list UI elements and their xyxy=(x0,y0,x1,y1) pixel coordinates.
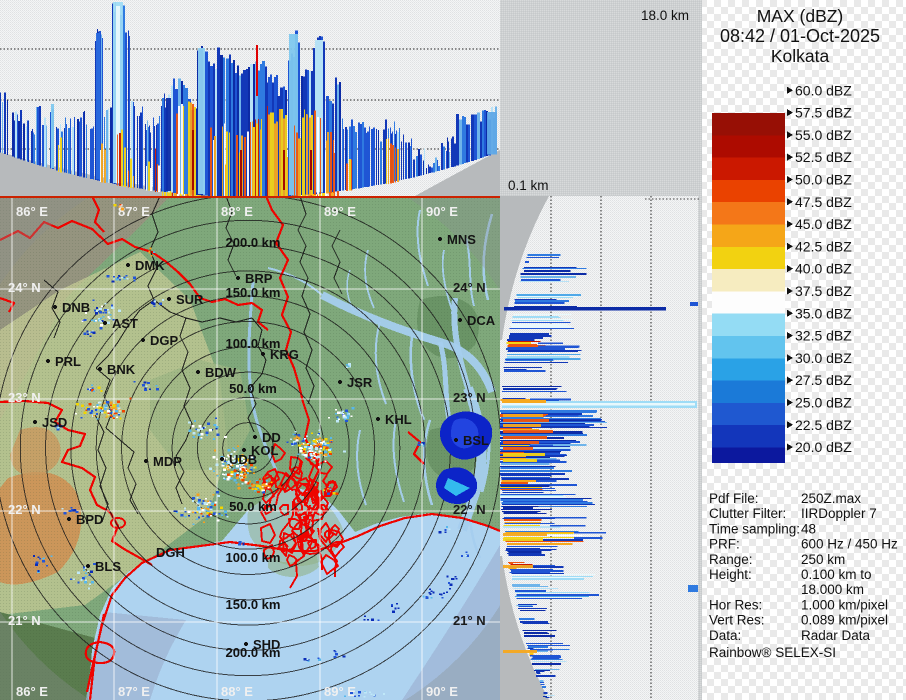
svg-text:SHD: SHD xyxy=(253,637,280,652)
svg-text:100.0 km: 100.0 km xyxy=(226,336,281,351)
svg-text:250 km: 250 km xyxy=(801,552,845,567)
svg-text:88° E: 88° E xyxy=(221,204,253,219)
svg-text:0.1 km: 0.1 km xyxy=(508,178,549,193)
svg-text:87° E: 87° E xyxy=(118,684,150,699)
svg-text:86° E: 86° E xyxy=(16,684,48,699)
svg-text:89° E: 89° E xyxy=(324,204,356,219)
svg-text:90° E: 90° E xyxy=(426,684,458,699)
svg-text:AST: AST xyxy=(112,316,138,331)
svg-text:23° N: 23° N xyxy=(453,390,486,405)
svg-text:37.5 dBZ: 37.5 dBZ xyxy=(795,283,852,299)
svg-text:600 Hz / 450 Hz: 600 Hz / 450 Hz xyxy=(801,537,898,552)
svg-text:200.0 km: 200.0 km xyxy=(226,235,281,250)
svg-text:MNS: MNS xyxy=(447,232,476,247)
svg-text:55.0 dBZ: 55.0 dBZ xyxy=(795,127,852,143)
svg-text:PRL: PRL xyxy=(55,354,81,369)
svg-text:DNB: DNB xyxy=(62,300,90,315)
svg-text:88° E: 88° E xyxy=(221,684,253,699)
svg-text:50.0 km: 50.0 km xyxy=(229,499,277,514)
svg-text:BDW: BDW xyxy=(205,365,237,380)
svg-text:BSL: BSL xyxy=(463,433,489,448)
svg-text:MDP: MDP xyxy=(153,454,182,469)
svg-text:DD: DD xyxy=(262,430,281,445)
svg-text:32.5 dBZ: 32.5 dBZ xyxy=(795,328,852,344)
svg-text:Height:: Height: xyxy=(709,567,752,582)
svg-text:0.089 km/pixel: 0.089 km/pixel xyxy=(801,613,888,628)
svg-text:1.000 km/pixel: 1.000 km/pixel xyxy=(801,597,888,612)
svg-text:150.0 km: 150.0 km xyxy=(226,597,281,612)
svg-text:08:42 / 01-Oct-2025: 08:42 / 01-Oct-2025 xyxy=(720,26,880,46)
svg-text:45.0 dBZ: 45.0 dBZ xyxy=(795,216,852,232)
svg-text:DCA: DCA xyxy=(467,313,496,328)
svg-text:BNK: BNK xyxy=(107,362,136,377)
svg-text:50.0 dBZ: 50.0 dBZ xyxy=(795,172,852,188)
svg-text:DGP: DGP xyxy=(150,333,179,348)
svg-text:87° E: 87° E xyxy=(118,204,150,219)
svg-text:200.0 km: 200.0 km xyxy=(226,645,281,660)
svg-text:22.5 dBZ: 22.5 dBZ xyxy=(795,417,852,433)
svg-text:BRP: BRP xyxy=(245,271,273,286)
svg-text:40.0 dBZ: 40.0 dBZ xyxy=(795,261,852,277)
svg-text:18.000 km: 18.000 km xyxy=(801,582,864,597)
svg-text:Radar Data: Radar Data xyxy=(801,628,871,643)
svg-text:KHL: KHL xyxy=(385,412,412,427)
svg-text:86° E: 86° E xyxy=(16,204,48,219)
svg-text:48: 48 xyxy=(801,521,816,536)
svg-text:250Z.max: 250Z.max xyxy=(801,491,861,506)
svg-text:UDB: UDB xyxy=(229,452,257,467)
svg-text:18.0 km: 18.0 km xyxy=(641,8,689,23)
svg-text:60.0 dBZ: 60.0 dBZ xyxy=(795,82,852,98)
svg-text:KRG: KRG xyxy=(270,347,299,362)
svg-text:KOL: KOL xyxy=(251,443,279,458)
svg-text:21° N: 21° N xyxy=(8,613,41,628)
svg-text:MAX (dBZ): MAX (dBZ) xyxy=(757,6,844,26)
svg-text:20.0 dBZ: 20.0 dBZ xyxy=(795,439,852,455)
svg-text:JSD: JSD xyxy=(42,415,67,430)
svg-text:150.0 km: 150.0 km xyxy=(226,285,281,300)
svg-text:0.100 km to: 0.100 km to xyxy=(801,567,872,582)
svg-text:23° N: 23° N xyxy=(8,390,41,405)
svg-text:21° N: 21° N xyxy=(453,613,486,628)
svg-text:24° N: 24° N xyxy=(8,280,41,295)
svg-text:52.5 dBZ: 52.5 dBZ xyxy=(795,149,852,165)
svg-text:JSR: JSR xyxy=(347,375,373,390)
svg-text:22° N: 22° N xyxy=(8,502,41,517)
svg-text:Pdf File:: Pdf File: xyxy=(709,491,759,506)
svg-text:DGH: DGH xyxy=(156,545,185,560)
svg-text:Clutter Filter:: Clutter Filter: xyxy=(709,506,786,521)
svg-text:27.5 dBZ: 27.5 dBZ xyxy=(795,372,852,388)
svg-text:Time sampling:: Time sampling: xyxy=(709,521,800,536)
svg-text:47.5 dBZ: 47.5 dBZ xyxy=(795,194,852,210)
svg-text:24° N: 24° N xyxy=(453,280,486,295)
svg-text:50.0 km: 50.0 km xyxy=(229,381,277,396)
svg-text:Data:: Data: xyxy=(709,628,741,643)
svg-text:25.0 dBZ: 25.0 dBZ xyxy=(795,395,852,411)
svg-text:90° E: 90° E xyxy=(426,204,458,219)
svg-text:BPD: BPD xyxy=(76,512,103,527)
svg-text:PRF:: PRF: xyxy=(709,537,740,552)
svg-text:30.0 dBZ: 30.0 dBZ xyxy=(795,350,852,366)
svg-text:Kolkata: Kolkata xyxy=(771,46,830,66)
svg-text:89° E: 89° E xyxy=(324,684,356,699)
svg-text:57.5 dBZ: 57.5 dBZ xyxy=(795,105,852,121)
svg-text:35.0 dBZ: 35.0 dBZ xyxy=(795,305,852,321)
svg-text:Hor Res:: Hor Res: xyxy=(709,597,762,612)
svg-text:Rainbow® SELEX-SI: Rainbow® SELEX-SI xyxy=(709,645,836,660)
svg-text:Vert Res:: Vert Res: xyxy=(709,613,765,628)
svg-text:BLS: BLS xyxy=(95,559,121,574)
svg-text:100.0 km: 100.0 km xyxy=(226,550,281,565)
svg-text:DMK: DMK xyxy=(135,258,165,273)
svg-text:Range:: Range: xyxy=(709,552,753,567)
svg-text:SUR: SUR xyxy=(176,292,204,307)
svg-text:22° N: 22° N xyxy=(453,502,486,517)
svg-text:42.5 dBZ: 42.5 dBZ xyxy=(795,238,852,254)
svg-text:IIRDoppler 7: IIRDoppler 7 xyxy=(801,506,877,521)
